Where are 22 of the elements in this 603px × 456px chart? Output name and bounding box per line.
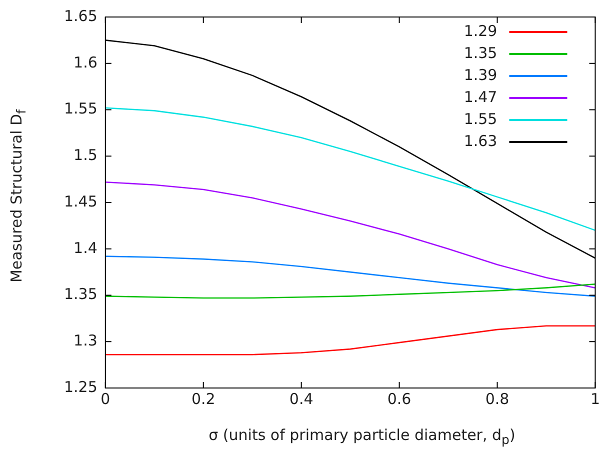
y-tick-label: 1.6 xyxy=(74,53,98,72)
y-tick-label: 1.65 xyxy=(64,6,98,25)
y-tick-label: 1.5 xyxy=(74,146,98,164)
x-axis-title: σ (units of primary particle diameter, d$_{p}$) xyxy=(208,426,516,447)
x-tick-label: 0.4 xyxy=(289,390,314,408)
y-tick-label: 1.55 xyxy=(64,100,98,118)
x-tick-label: 0 xyxy=(100,390,110,408)
x-tick-label: 0.6 xyxy=(387,390,412,408)
y-tick-label: 1.25 xyxy=(64,378,98,396)
x-tick-label: 0.8 xyxy=(485,390,510,408)
y-tick-label: 1.4 xyxy=(74,238,98,257)
x-tick-label: 0.2 xyxy=(191,390,216,408)
legend-label: 1.39 xyxy=(464,66,498,84)
legend-label: 1.55 xyxy=(464,110,498,128)
legend-label: 1.47 xyxy=(464,88,498,106)
y-tick-label: 1.35 xyxy=(64,285,98,304)
legend-label: 1.63 xyxy=(464,132,498,150)
legend-label: 1.35 xyxy=(464,44,498,62)
y-tick-label: 1.45 xyxy=(64,192,98,210)
x-tick-label: 1 xyxy=(590,390,600,408)
y-tick-label: 1.3 xyxy=(74,332,98,350)
legend-label: 1.29 xyxy=(464,22,498,40)
